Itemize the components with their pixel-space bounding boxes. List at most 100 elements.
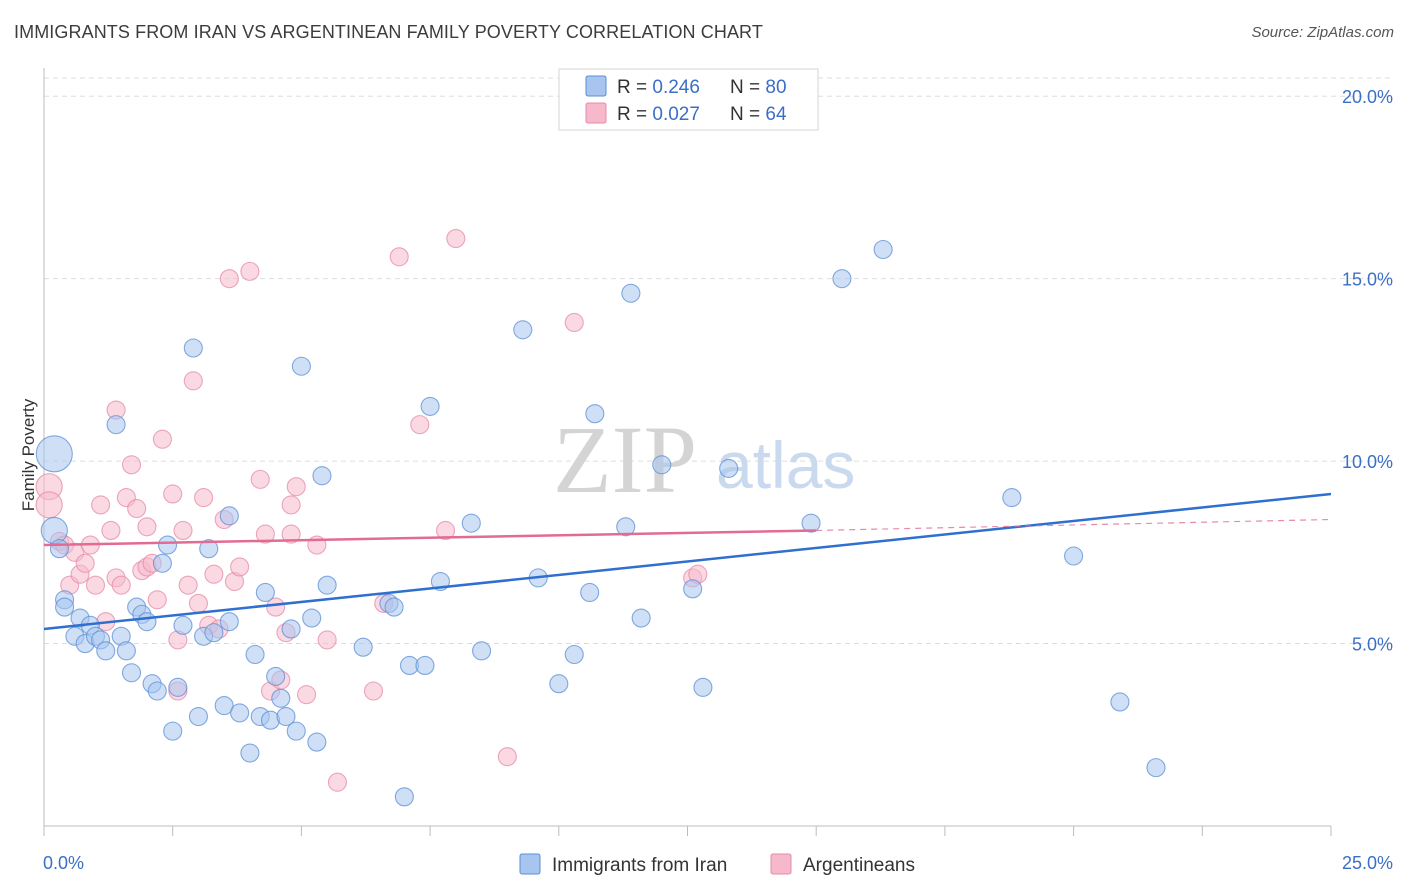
legend-r-value-iran: 0.246 [652, 77, 700, 98]
legend-swatch-arg [585, 102, 607, 124]
iran-point [49, 539, 69, 559]
legend-row-iran: R = 0.246 N = 80 [617, 77, 787, 98]
arg-point [281, 495, 301, 515]
iran-point [163, 721, 183, 741]
legend-r-value-arg: 0.027 [652, 104, 700, 125]
arg-point [204, 564, 224, 584]
iran-point [652, 455, 672, 475]
arg-point [121, 455, 142, 475]
iran-point [719, 458, 739, 478]
arg-point [255, 524, 275, 544]
iran-point [832, 269, 852, 289]
arg-point [230, 557, 250, 577]
iran-point [266, 666, 286, 686]
iran-point [801, 513, 821, 533]
arg-point [435, 520, 456, 540]
arg-point [564, 312, 584, 333]
arg-point [75, 553, 95, 573]
legend-n-value-arg: 64 [765, 104, 787, 125]
y-tick-label: 20.0% [1342, 87, 1393, 107]
iran-points [35, 239, 1166, 807]
iran-point [55, 597, 75, 617]
source-credit: Source: ZipAtlas.com [1251, 24, 1394, 41]
legend-row-arg: R = 0.027 N = 64 [617, 104, 787, 125]
correlation-legend: R = 0.246 N = 80 R = 0.027 N = 64 [558, 68, 819, 131]
watermark-zip: ZIP [553, 406, 697, 513]
iran-point [173, 615, 193, 635]
arg-point [85, 575, 106, 595]
arg-point [163, 484, 183, 504]
iran-point [683, 579, 703, 599]
iran-trend-line [43, 492, 1332, 631]
legend-n-value-iran: 80 [765, 77, 786, 98]
arg-point [219, 269, 239, 289]
y-tick-label: 15.0% [1342, 270, 1393, 290]
arg-point [111, 575, 131, 595]
arg-point [497, 747, 517, 767]
arg-point [410, 415, 430, 435]
iran-point [40, 516, 68, 545]
iran-point [214, 696, 234, 716]
iran-point [188, 706, 208, 727]
iran-point [291, 356, 311, 376]
iran-point [183, 338, 203, 358]
iran-point [240, 743, 260, 763]
iran-point [1146, 758, 1166, 778]
iran-point [116, 641, 136, 661]
iran-point [580, 582, 600, 603]
arg-point [127, 499, 147, 519]
x-tick-label-max: 25.0% [1342, 853, 1393, 873]
iran-point [96, 641, 116, 661]
arg-point [173, 520, 193, 540]
iran-point [302, 608, 322, 628]
iran-point [353, 637, 373, 657]
iran-point [621, 283, 641, 303]
y-tick-labels: 5.0% 10.0% 15.0% 20.0% [1342, 87, 1393, 654]
iran-point [420, 396, 440, 416]
arg-point [266, 597, 286, 617]
iran-point [219, 612, 239, 632]
arg-point [35, 491, 63, 519]
iran-point [121, 663, 142, 683]
bottom-legend-label-arg: Argentineans [803, 855, 915, 876]
iran-point [147, 681, 167, 701]
iran-point [461, 513, 481, 533]
arg-point [446, 228, 466, 249]
trend-lines [43, 492, 1332, 631]
iran-point [219, 506, 239, 526]
iran-point [616, 517, 636, 537]
arg-trend-line-extension [816, 518, 1332, 532]
arg-point [250, 469, 270, 489]
y-tick-label: 10.0% [1342, 452, 1393, 472]
iran-point [137, 612, 157, 632]
arg-point [286, 477, 306, 497]
iran-point [276, 706, 296, 727]
iran-point [281, 619, 301, 639]
series-legend: Immigrants from Iran Argentineans [519, 853, 915, 876]
iran-point [1064, 546, 1084, 566]
iran-point [245, 644, 265, 665]
x-tick-label-min: 0.0% [43, 853, 84, 873]
arg-point [240, 261, 260, 281]
iran-point [106, 415, 126, 435]
legend-r-label-arg: R = [617, 104, 652, 125]
iran-point [255, 582, 275, 603]
iran-point [271, 688, 291, 708]
iran-point [549, 674, 569, 694]
iran-point [168, 677, 188, 697]
iran-point [204, 623, 224, 643]
arg-point [101, 520, 121, 540]
arg-point [281, 524, 301, 544]
iran-point [286, 721, 306, 741]
bottom-legend-swatch-arg [770, 853, 792, 875]
iran-point [317, 575, 337, 595]
arg-point [317, 630, 337, 650]
arg-point [152, 429, 172, 449]
arg-point [188, 593, 208, 613]
watermark: ZIP atlas [553, 406, 855, 513]
arg-point [91, 495, 111, 515]
iran-point [152, 553, 172, 573]
arg-point [296, 685, 317, 705]
iran-point [230, 703, 250, 723]
